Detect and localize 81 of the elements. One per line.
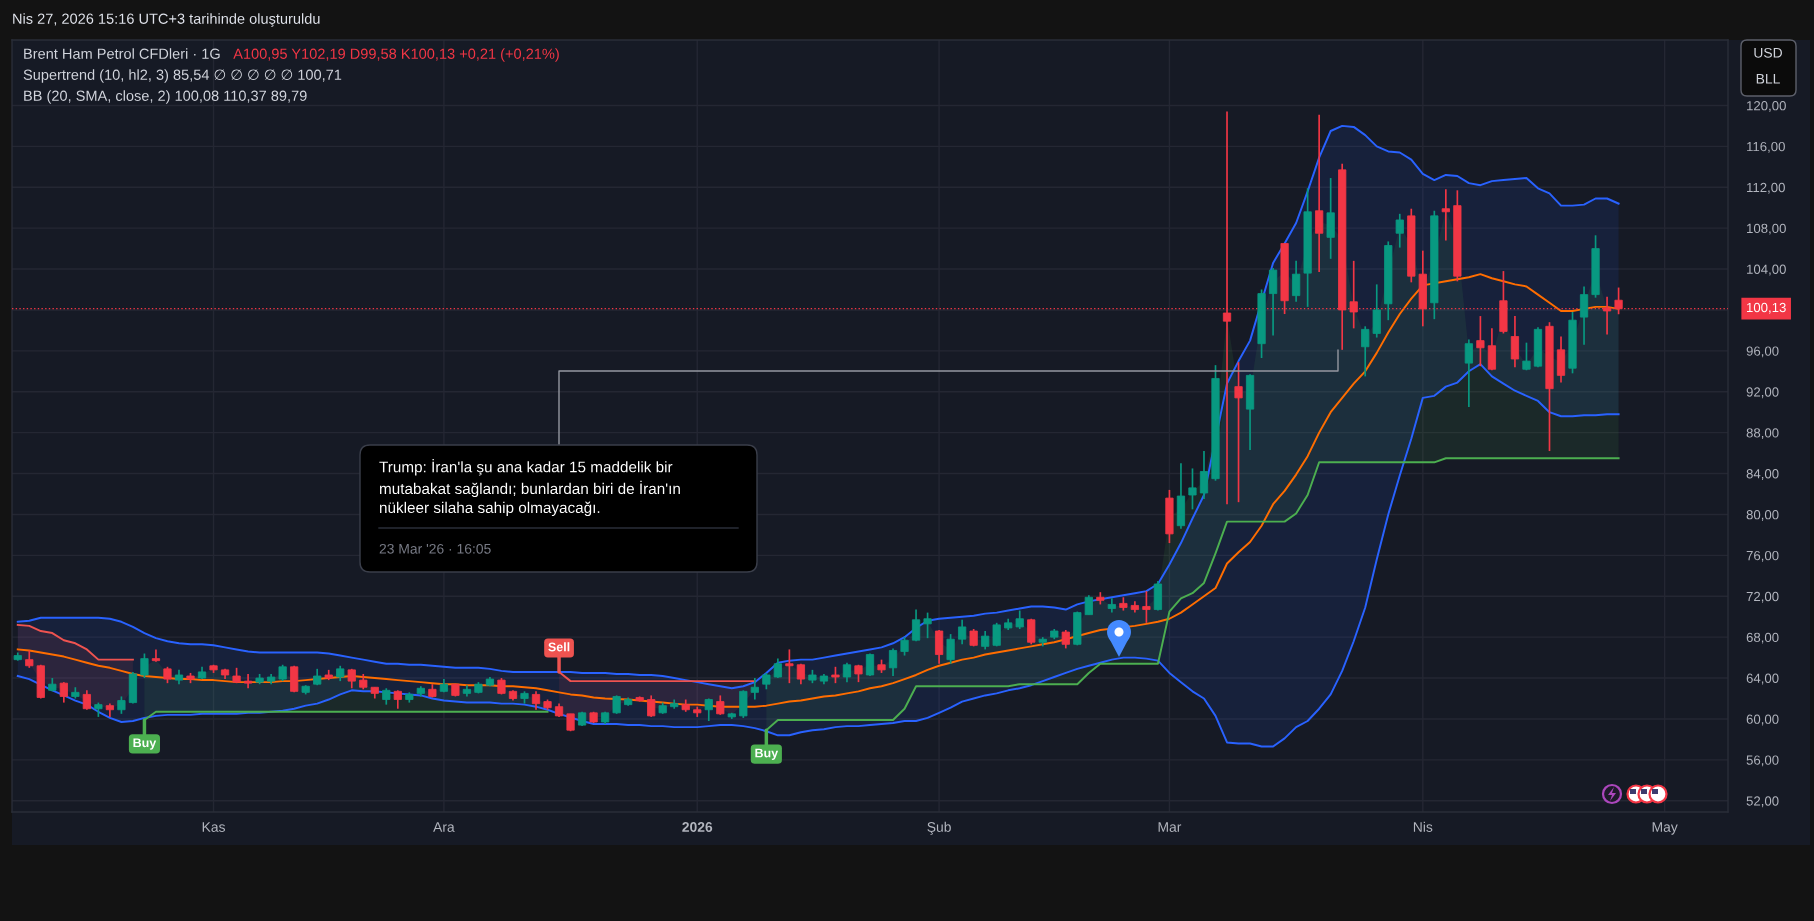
candlestick: [1315, 113, 1324, 273]
candlestick: [531, 690, 541, 711]
text: Nis 27, 2026 15:16 UTC+3 tarihinde oluşturuldu: [13, 13, 320, 27]
x-tick-label: May: [1652, 822, 1678, 835]
candlestick: [750, 677, 759, 701]
candlestick: [785, 648, 794, 684]
y-tick-label: 116,00: [1747, 141, 1785, 153]
candlestick: [1015, 609, 1024, 630]
candlestick: [1464, 338, 1473, 408]
candlestick: [1027, 617, 1036, 646]
annotation: Supertrend (10, hl2, 3) 85,54 ∅ ∅ ∅ ∅ ∅ 100,71: [23, 69, 342, 83]
x-tick-label: Nis: [1413, 821, 1433, 832]
candlestick: [1061, 629, 1070, 650]
y-tick-label: 76,00: [1746, 550, 1779, 562]
candlestick: [647, 694, 656, 718]
candlestick: [842, 661, 852, 683]
y-tick-label: 68,00: [1746, 632, 1779, 644]
candlestick: [1395, 212, 1404, 249]
y-tick-label: 108,00: [1747, 223, 1786, 235]
line-series: [16, 623, 134, 661]
x-tick-label: 2026: [682, 822, 713, 832]
candlestick: [911, 608, 921, 643]
x-tick-label: Mar: [1158, 822, 1182, 832]
line-series: [16, 363, 1620, 748]
annotation: Sell: [548, 642, 570, 652]
candlestick: [1441, 188, 1450, 242]
candlestick: [900, 636, 909, 657]
candlestick: [1361, 325, 1370, 378]
candlestick: [888, 647, 898, 677]
candlestick: [1188, 467, 1197, 511]
candlestick: [1510, 315, 1520, 369]
candlestick: [612, 694, 621, 715]
y-tick-label: 104,00: [1747, 264, 1786, 276]
y-tick-label: 88,00: [1746, 428, 1779, 440]
y-tick-label: 84,00: [1746, 469, 1779, 481]
candlestick: [1234, 361, 1243, 504]
candlestick: [1579, 285, 1589, 346]
candlestick: [1268, 267, 1278, 337]
candlestick: [1292, 260, 1301, 303]
y-tick-label: 92,00: [1746, 387, 1779, 399]
annotation: 23 Mar '26 · 16:05: [379, 543, 491, 554]
candlestick: [946, 633, 955, 665]
y-tick-label: 60,00: [1746, 714, 1779, 726]
annotation: Trump: İran'la şu ana kadar 15 maddelik bir mutabakat sağlandı; bunlardan biri de İran'ın nükleer silaha sahip olmayacağı.: [379, 459, 680, 517]
ref-line-label: 100,13: [1747, 302, 1786, 314]
x-tick-label: Ara: [433, 822, 455, 832]
x-tick-label: Şub: [927, 821, 951, 835]
candlestick: [1142, 590, 1151, 624]
candlestick: [716, 694, 725, 716]
text: A100,95 Y102,19 D99,58 K100,13 +0,21 (+0,21%): [233, 48, 559, 62]
annotation: Buy: [133, 738, 157, 750]
y-tick-label: 120,00: [1747, 101, 1786, 112]
text: BLL: [1756, 74, 1780, 84]
candlestick: [151, 648, 161, 663]
annotation: Buy: [755, 748, 779, 760]
candlestick: [923, 611, 932, 640]
text: USD: [1754, 47, 1782, 58]
candlestick: [958, 618, 967, 646]
candlestick: [1222, 110, 1232, 506]
candlestick: [82, 689, 91, 711]
y-tick-label: 112,00: [1747, 182, 1785, 194]
candlestick: [981, 630, 990, 651]
x-tick-label: Kas: [202, 822, 226, 832]
annotation: BB (20, SMA, close, 2) 100,08 110,37 89,79: [24, 90, 307, 104]
candlestick: [1372, 283, 1381, 339]
candlestick: [393, 689, 402, 710]
candlestick: [1084, 594, 1093, 616]
candlestick: [59, 681, 68, 704]
chart-title: Brent Ham Petrol CFDleri · 1G: [24, 48, 220, 59]
y-tick-label: 96,00: [1746, 346, 1779, 358]
y-tick-label: 80,00: [1746, 510, 1779, 521]
candlestick: [140, 652, 149, 679]
candlestick: [935, 629, 944, 665]
y-tick-label: 52,00: [1746, 796, 1779, 808]
candlestick: [1522, 341, 1531, 372]
candlestick: [1476, 315, 1485, 368]
candlestick: [1199, 450, 1209, 500]
y-tick-label: 56,00: [1746, 755, 1779, 767]
candlestick: [1487, 327, 1497, 372]
y-tick-label: 64,00: [1746, 673, 1779, 685]
y-tick-label: 72,00: [1746, 591, 1779, 603]
